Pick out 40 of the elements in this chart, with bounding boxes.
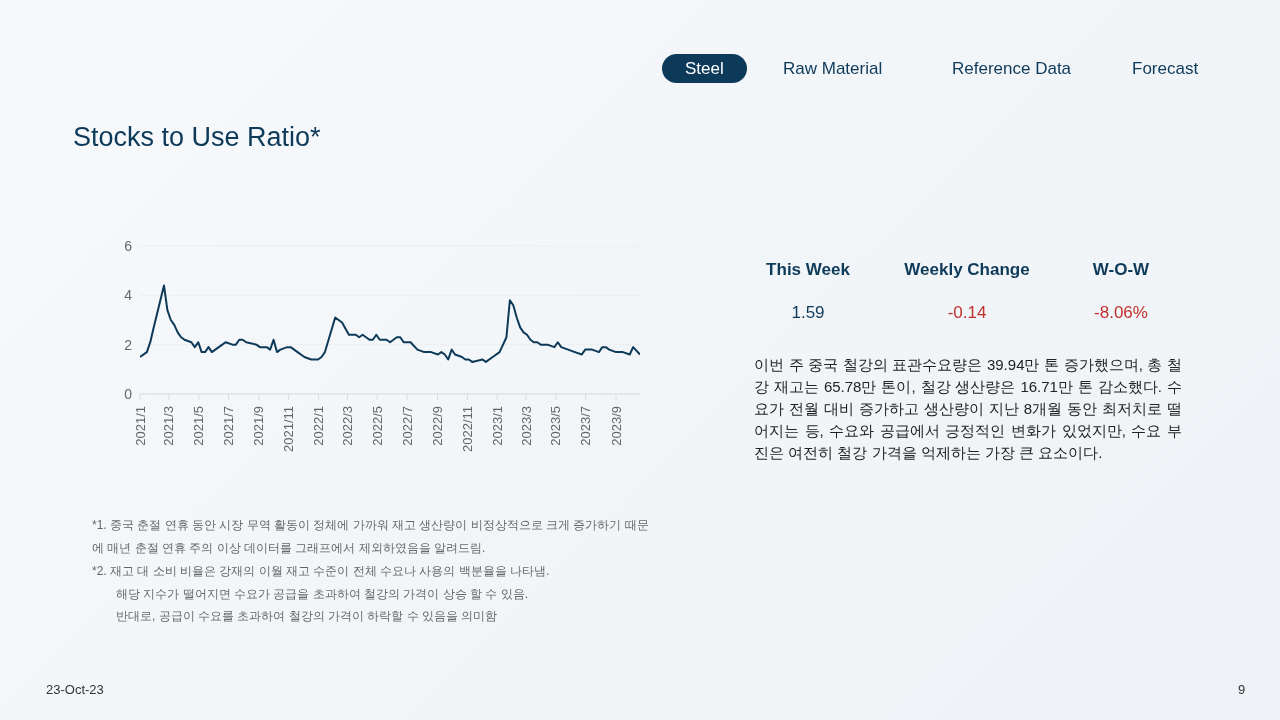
x-tick-label: 2022/5 [369,406,385,446]
text: -8.06% [1094,303,1148,322]
text: 1.59 [791,303,825,322]
x-tick-label: 2023/1 [489,406,505,446]
x-tick-label: 2023/3 [518,406,534,446]
x-tick-label: 2023/5 [548,406,564,446]
y-tick-label: 0 [124,385,133,402]
category-label: This Week [765,260,851,280]
x-tick-label: 2023/7 [578,406,594,446]
x-tick-label: 2022/3 [339,406,355,446]
text: Forecast [1132,58,1199,80]
y-tick-label: 2 [124,336,133,353]
text: Reference Data [952,58,1072,80]
x-tick-label: 2022/1 [311,406,327,446]
category-label: Weekly Change [903,260,1031,280]
x-tick-label: 2022/7 [399,406,415,446]
x-tick-label: 2023/9 [608,406,624,446]
text: 반대로, 공급이 수요를 초과하여 철강의 가격이 하락할 수 있음을 의미함 [116,608,499,625]
text: Raw Material [783,58,883,80]
x-tick-label: 2021/9 [251,406,267,446]
x-tick-label: 2021/1 [132,406,148,446]
x-tick-label: 2021/7 [221,406,237,446]
text: 23-Oct-23 [46,682,104,697]
text: *2. 재고 대 소비 비율은 강재의 이월 재고 수준이 전체 수요나 사용의 백분율을 나타냄. [92,563,551,580]
y-tick-label: 4 [124,287,133,304]
line-series [140,284,640,363]
text: Steel [662,54,747,83]
x-tick-label: 2022/9 [429,406,445,446]
text: -0.14 [947,303,987,322]
text: 이번 주 중국 철강의 표관수요량은 39.94만 톤 증가했으며, 총 철강 재고는 65.78만 톤이, 철강 생산량은 16.71만 톤 감소했다. 수요가 전월 대비 증가하고 생산량이 지난 8개월 동안 최저치로 떨어지는 등, 수요와 공급에서 긍정적인 변화가 있었지만, 수요 부진은 여전히 철강 가격을 억제하는 가장 큰 요소이다. [754,355,1182,463]
x-tick-label: 2022/11 [459,406,475,453]
chart-title: Stocks to Use Ratio* [73,122,321,153]
x-tick-label: 2021/11 [281,406,297,453]
x-tick-label: 2021/5 [191,406,207,446]
category-label: W-O-W [1091,260,1151,280]
text: 해당 지수가 떨어지면 수요가 공급을 초과하여 철강의 가격이 상승 할 수 있음. [116,586,529,603]
x-tick-label: 2021/3 [161,406,177,446]
y-tick-label: 6 [124,237,133,254]
text: 9 [1238,682,1246,697]
text: *1. 중국 춘절 연휴 동안 시장 무역 활동이 정체에 가까워 재고 생산량이 비정상적으로 크게 증가하기 때문에 매년 춘절 연휴 주의 이상 데이터를 그래프에서 제외하였음을 알려드림. [92,517,650,557]
